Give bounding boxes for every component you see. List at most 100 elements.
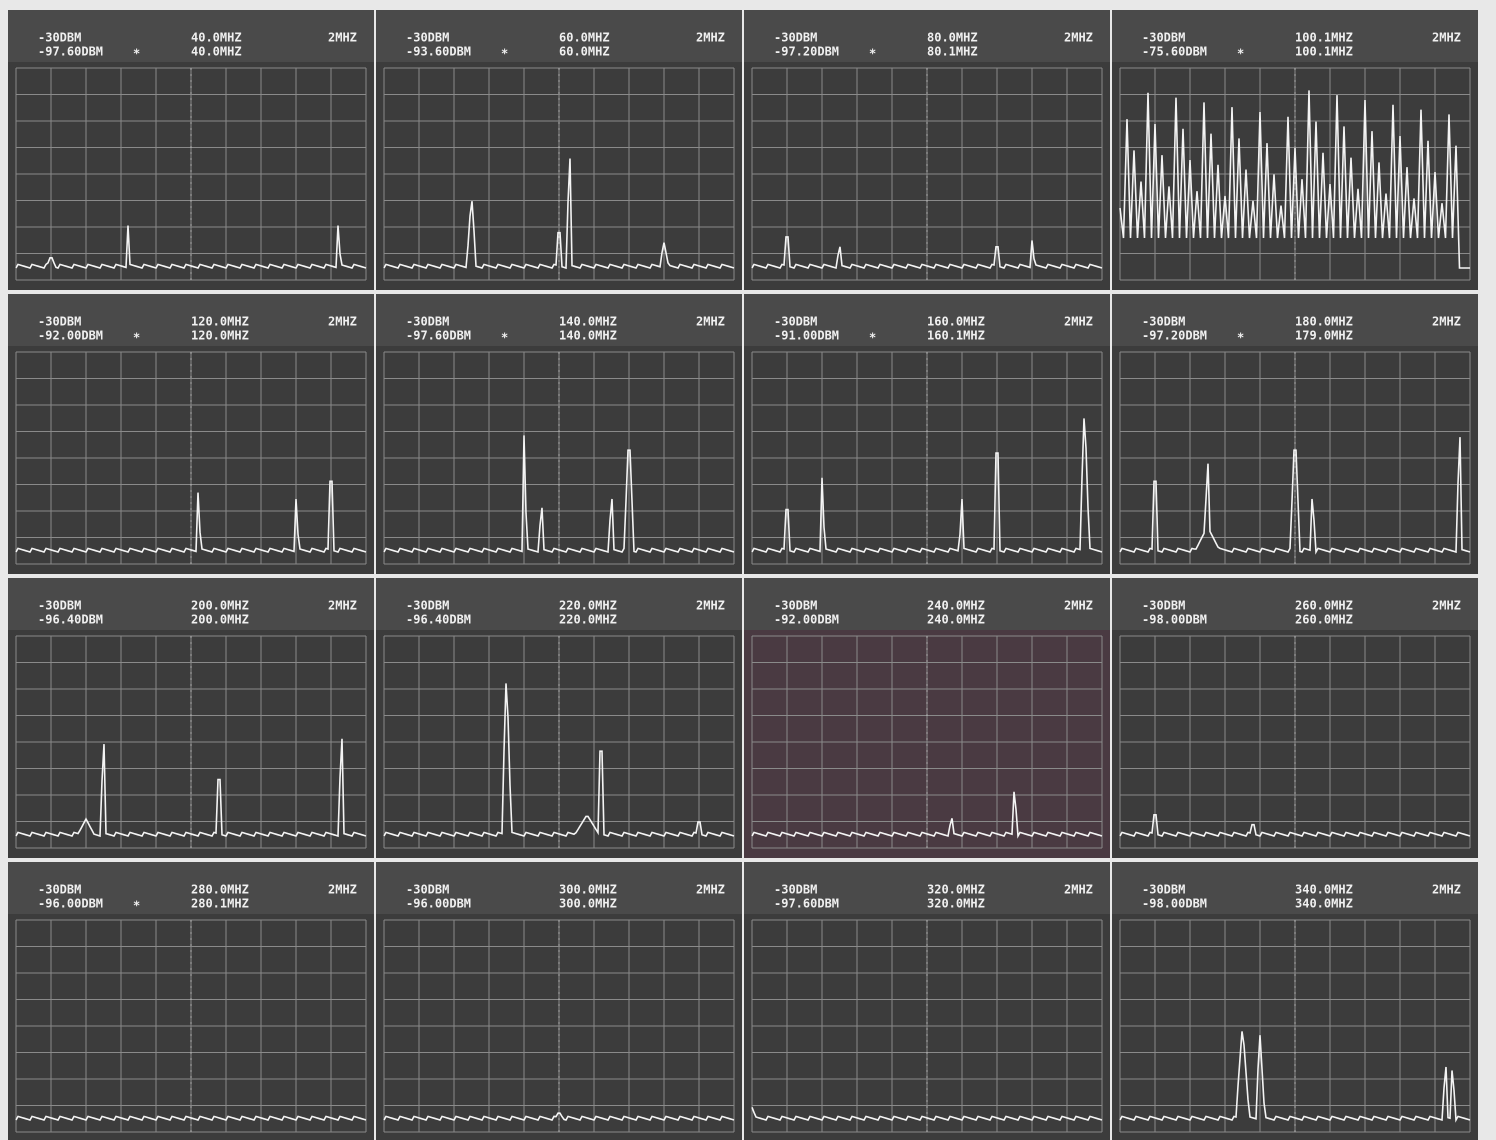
marker-level: -93.60DBM — [406, 45, 471, 59]
span: 2MHZ — [1064, 315, 1093, 329]
ref-level: -30DBM — [406, 599, 449, 613]
marker-frequency: 140.0MHZ — [559, 329, 617, 343]
span: 2MHZ — [696, 599, 725, 613]
marker-frequency: 320.0MHZ — [927, 897, 985, 911]
marker-frequency: 340.0MHZ — [1295, 897, 1353, 911]
ref-level: -30DBM — [1142, 31, 1185, 45]
marker-symbol: * — [501, 331, 508, 345]
marker-level: -75.60DBM — [1142, 45, 1207, 59]
span: 2MHZ — [328, 31, 357, 45]
marker-level: -96.40DBM — [406, 613, 471, 627]
span: 2MHZ — [1064, 883, 1093, 897]
marker-level: -97.20DBM — [1142, 329, 1207, 343]
span: 2MHZ — [1432, 315, 1461, 329]
marker-frequency: 260.0MHZ — [1295, 613, 1353, 627]
ref-level: -30DBM — [1142, 315, 1185, 329]
center-frequency: 340.0MHZ — [1295, 883, 1353, 897]
marker-level: -96.40DBM — [38, 613, 103, 627]
marker-frequency: 179.0MHZ — [1295, 329, 1353, 343]
ref-level: -30DBM — [774, 31, 817, 45]
center-frequency: 200.0MHZ — [191, 599, 249, 613]
marker-level: -98.00DBM — [1142, 897, 1207, 911]
ref-level: -30DBM — [38, 31, 81, 45]
span: 2MHZ — [328, 883, 357, 897]
center-frequency: 60.0MHZ — [559, 31, 610, 45]
marker-frequency: 120.0MHZ — [191, 329, 249, 343]
analyzer-screen: -30DBM-92.00DBM * 120.0MHZ120.0MHZ 2MHZ — [8, 294, 374, 574]
span: 2MHZ — [328, 315, 357, 329]
span: 2MHZ — [1064, 599, 1093, 613]
marker-frequency: 300.0MHZ — [559, 897, 617, 911]
ref-level: -30DBM — [406, 315, 449, 329]
span: 2MHZ — [328, 599, 357, 613]
marker-level: -97.60DBM — [774, 897, 839, 911]
marker-symbol: * — [1237, 47, 1244, 61]
marker-frequency: 80.1MHZ — [927, 45, 978, 59]
analyzer-screen: -30DBM-97.20DBM * 80.0MHZ80.1MHZ 2MHZ — [744, 10, 1110, 290]
marker-frequency: 240.0MHZ — [927, 613, 985, 627]
span: 2MHZ — [696, 31, 725, 45]
center-frequency: 320.0MHZ — [927, 883, 985, 897]
center-frequency: 140.0MHZ — [559, 315, 617, 329]
ref-level: -30DBM — [38, 315, 81, 329]
span: 2MHZ — [696, 315, 725, 329]
ref-level: -30DBM — [38, 599, 81, 613]
span: 2MHZ — [1432, 883, 1461, 897]
center-frequency: 100.1MHZ — [1295, 31, 1353, 45]
marker-symbol: * — [869, 47, 876, 61]
ref-level: -30DBM — [774, 315, 817, 329]
center-frequency: 120.0MHZ — [191, 315, 249, 329]
marker-level: -97.60DBM — [406, 329, 471, 343]
marker-frequency: 160.1MHZ — [927, 329, 985, 343]
marker-symbol: * — [869, 331, 876, 345]
center-frequency: 220.0MHZ — [559, 599, 617, 613]
center-frequency: 260.0MHZ — [1295, 599, 1353, 613]
marker-level: -96.00DBM — [38, 897, 103, 911]
marker-level: -97.60DBM — [38, 45, 103, 59]
center-frequency: 240.0MHZ — [927, 599, 985, 613]
marker-frequency: 200.0MHZ — [191, 613, 249, 627]
marker-symbol: * — [133, 331, 140, 345]
center-frequency: 80.0MHZ — [927, 31, 978, 45]
marker-frequency: 220.0MHZ — [559, 613, 617, 627]
ref-level: -30DBM — [774, 883, 817, 897]
analyzer-screen: -30DBM-98.00DBM 260.0MHZ260.0MHZ 2MHZ — [1112, 578, 1478, 858]
marker-frequency: 60.0MHZ — [559, 45, 610, 59]
analyzer-screen: -30DBM-96.40DBM 220.0MHZ220.0MHZ 2MHZ — [376, 578, 742, 858]
ref-level: -30DBM — [1142, 599, 1185, 613]
marker-frequency: 100.1MHZ — [1295, 45, 1353, 59]
ref-level: -30DBM — [406, 883, 449, 897]
ref-level: -30DBM — [38, 883, 81, 897]
center-frequency: 180.0MHZ — [1295, 315, 1353, 329]
marker-level: -91.00DBM — [774, 329, 839, 343]
center-frequency: 40.0MHZ — [191, 31, 242, 45]
spectrum-sheet: -30DBM-97.60DBM*40.0MHZ40.0MHZ2MHZ-30DBM… — [0, 0, 1496, 1140]
marker-frequency: 280.1MHZ — [191, 897, 249, 911]
ref-level: -30DBM — [1142, 883, 1185, 897]
span: 2MHZ — [1064, 31, 1093, 45]
span: 2MHZ — [1432, 31, 1461, 45]
marker-symbol: * — [501, 47, 508, 61]
marker-level: -96.00DBM — [406, 897, 471, 911]
ref-level: -30DBM — [774, 599, 817, 613]
span: 2MHZ — [1432, 599, 1461, 613]
marker-symbol: * — [133, 47, 140, 61]
marker-level: -98.00DBM — [1142, 613, 1207, 627]
marker-level: -97.20DBM — [774, 45, 839, 59]
marker-symbol: * — [133, 899, 140, 913]
center-frequency: 300.0MHZ — [559, 883, 617, 897]
marker-level: -92.00DBM — [38, 329, 103, 343]
span: 2MHZ — [696, 883, 725, 897]
center-frequency: 160.0MHZ — [927, 315, 985, 329]
